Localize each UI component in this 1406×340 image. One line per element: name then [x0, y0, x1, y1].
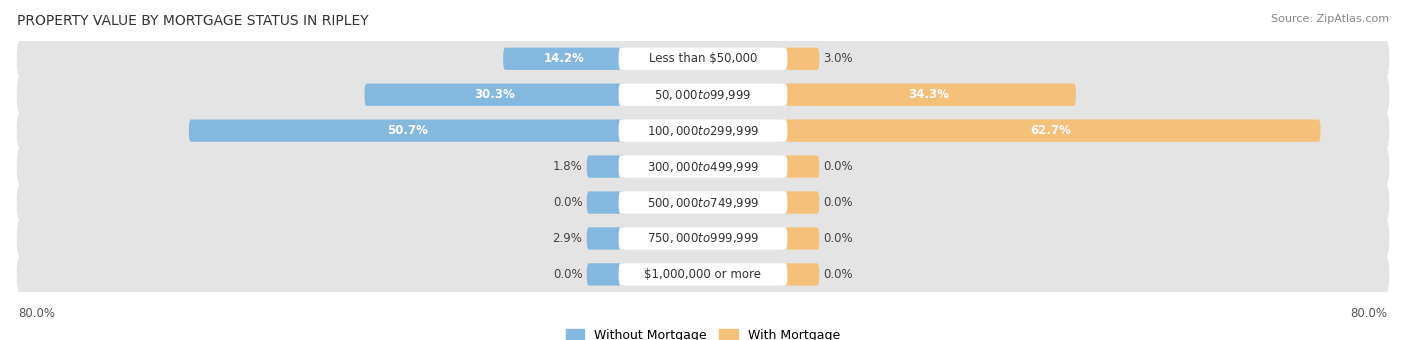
FancyBboxPatch shape — [780, 227, 820, 250]
Text: 62.7%: 62.7% — [1031, 124, 1071, 137]
Text: 1.8%: 1.8% — [553, 160, 582, 173]
FancyBboxPatch shape — [17, 76, 1389, 114]
Text: $100,000 to $299,999: $100,000 to $299,999 — [647, 124, 759, 138]
FancyBboxPatch shape — [619, 120, 787, 142]
FancyBboxPatch shape — [619, 155, 787, 178]
FancyBboxPatch shape — [586, 155, 626, 178]
Text: 34.3%: 34.3% — [908, 88, 949, 101]
Text: 80.0%: 80.0% — [1351, 307, 1388, 320]
Text: Less than $50,000: Less than $50,000 — [648, 52, 758, 65]
FancyBboxPatch shape — [780, 120, 1320, 142]
Text: 0.0%: 0.0% — [824, 268, 853, 281]
Text: 80.0%: 80.0% — [18, 307, 55, 320]
FancyBboxPatch shape — [17, 40, 1389, 78]
FancyBboxPatch shape — [780, 263, 820, 286]
Text: 50.7%: 50.7% — [387, 124, 427, 137]
FancyBboxPatch shape — [780, 84, 1076, 106]
Text: $300,000 to $499,999: $300,000 to $499,999 — [647, 159, 759, 174]
FancyBboxPatch shape — [17, 255, 1389, 293]
FancyBboxPatch shape — [619, 84, 787, 106]
Legend: Without Mortgage, With Mortgage: Without Mortgage, With Mortgage — [565, 328, 841, 340]
Text: 0.0%: 0.0% — [824, 196, 853, 209]
Text: $50,000 to $99,999: $50,000 to $99,999 — [654, 88, 752, 102]
FancyBboxPatch shape — [364, 84, 626, 106]
Text: 0.0%: 0.0% — [553, 196, 582, 209]
Text: 30.3%: 30.3% — [475, 88, 516, 101]
FancyBboxPatch shape — [780, 155, 820, 178]
Text: $500,000 to $749,999: $500,000 to $749,999 — [647, 195, 759, 209]
FancyBboxPatch shape — [780, 191, 820, 214]
FancyBboxPatch shape — [619, 227, 787, 250]
FancyBboxPatch shape — [17, 112, 1389, 150]
Text: 2.9%: 2.9% — [553, 232, 582, 245]
Text: 3.0%: 3.0% — [824, 52, 853, 65]
FancyBboxPatch shape — [586, 191, 626, 214]
FancyBboxPatch shape — [780, 48, 820, 70]
Text: Source: ZipAtlas.com: Source: ZipAtlas.com — [1271, 14, 1389, 23]
FancyBboxPatch shape — [619, 191, 787, 214]
Text: 0.0%: 0.0% — [824, 160, 853, 173]
FancyBboxPatch shape — [17, 184, 1389, 221]
Text: 14.2%: 14.2% — [544, 52, 585, 65]
FancyBboxPatch shape — [619, 48, 787, 70]
Text: 0.0%: 0.0% — [824, 232, 853, 245]
FancyBboxPatch shape — [586, 263, 626, 286]
FancyBboxPatch shape — [586, 227, 626, 250]
Text: $1,000,000 or more: $1,000,000 or more — [644, 268, 762, 281]
FancyBboxPatch shape — [188, 120, 626, 142]
FancyBboxPatch shape — [17, 148, 1389, 186]
FancyBboxPatch shape — [17, 220, 1389, 257]
FancyBboxPatch shape — [503, 48, 626, 70]
Text: PROPERTY VALUE BY MORTGAGE STATUS IN RIPLEY: PROPERTY VALUE BY MORTGAGE STATUS IN RIP… — [17, 14, 368, 28]
Text: $750,000 to $999,999: $750,000 to $999,999 — [647, 232, 759, 245]
FancyBboxPatch shape — [619, 263, 787, 286]
Text: 0.0%: 0.0% — [553, 268, 582, 281]
